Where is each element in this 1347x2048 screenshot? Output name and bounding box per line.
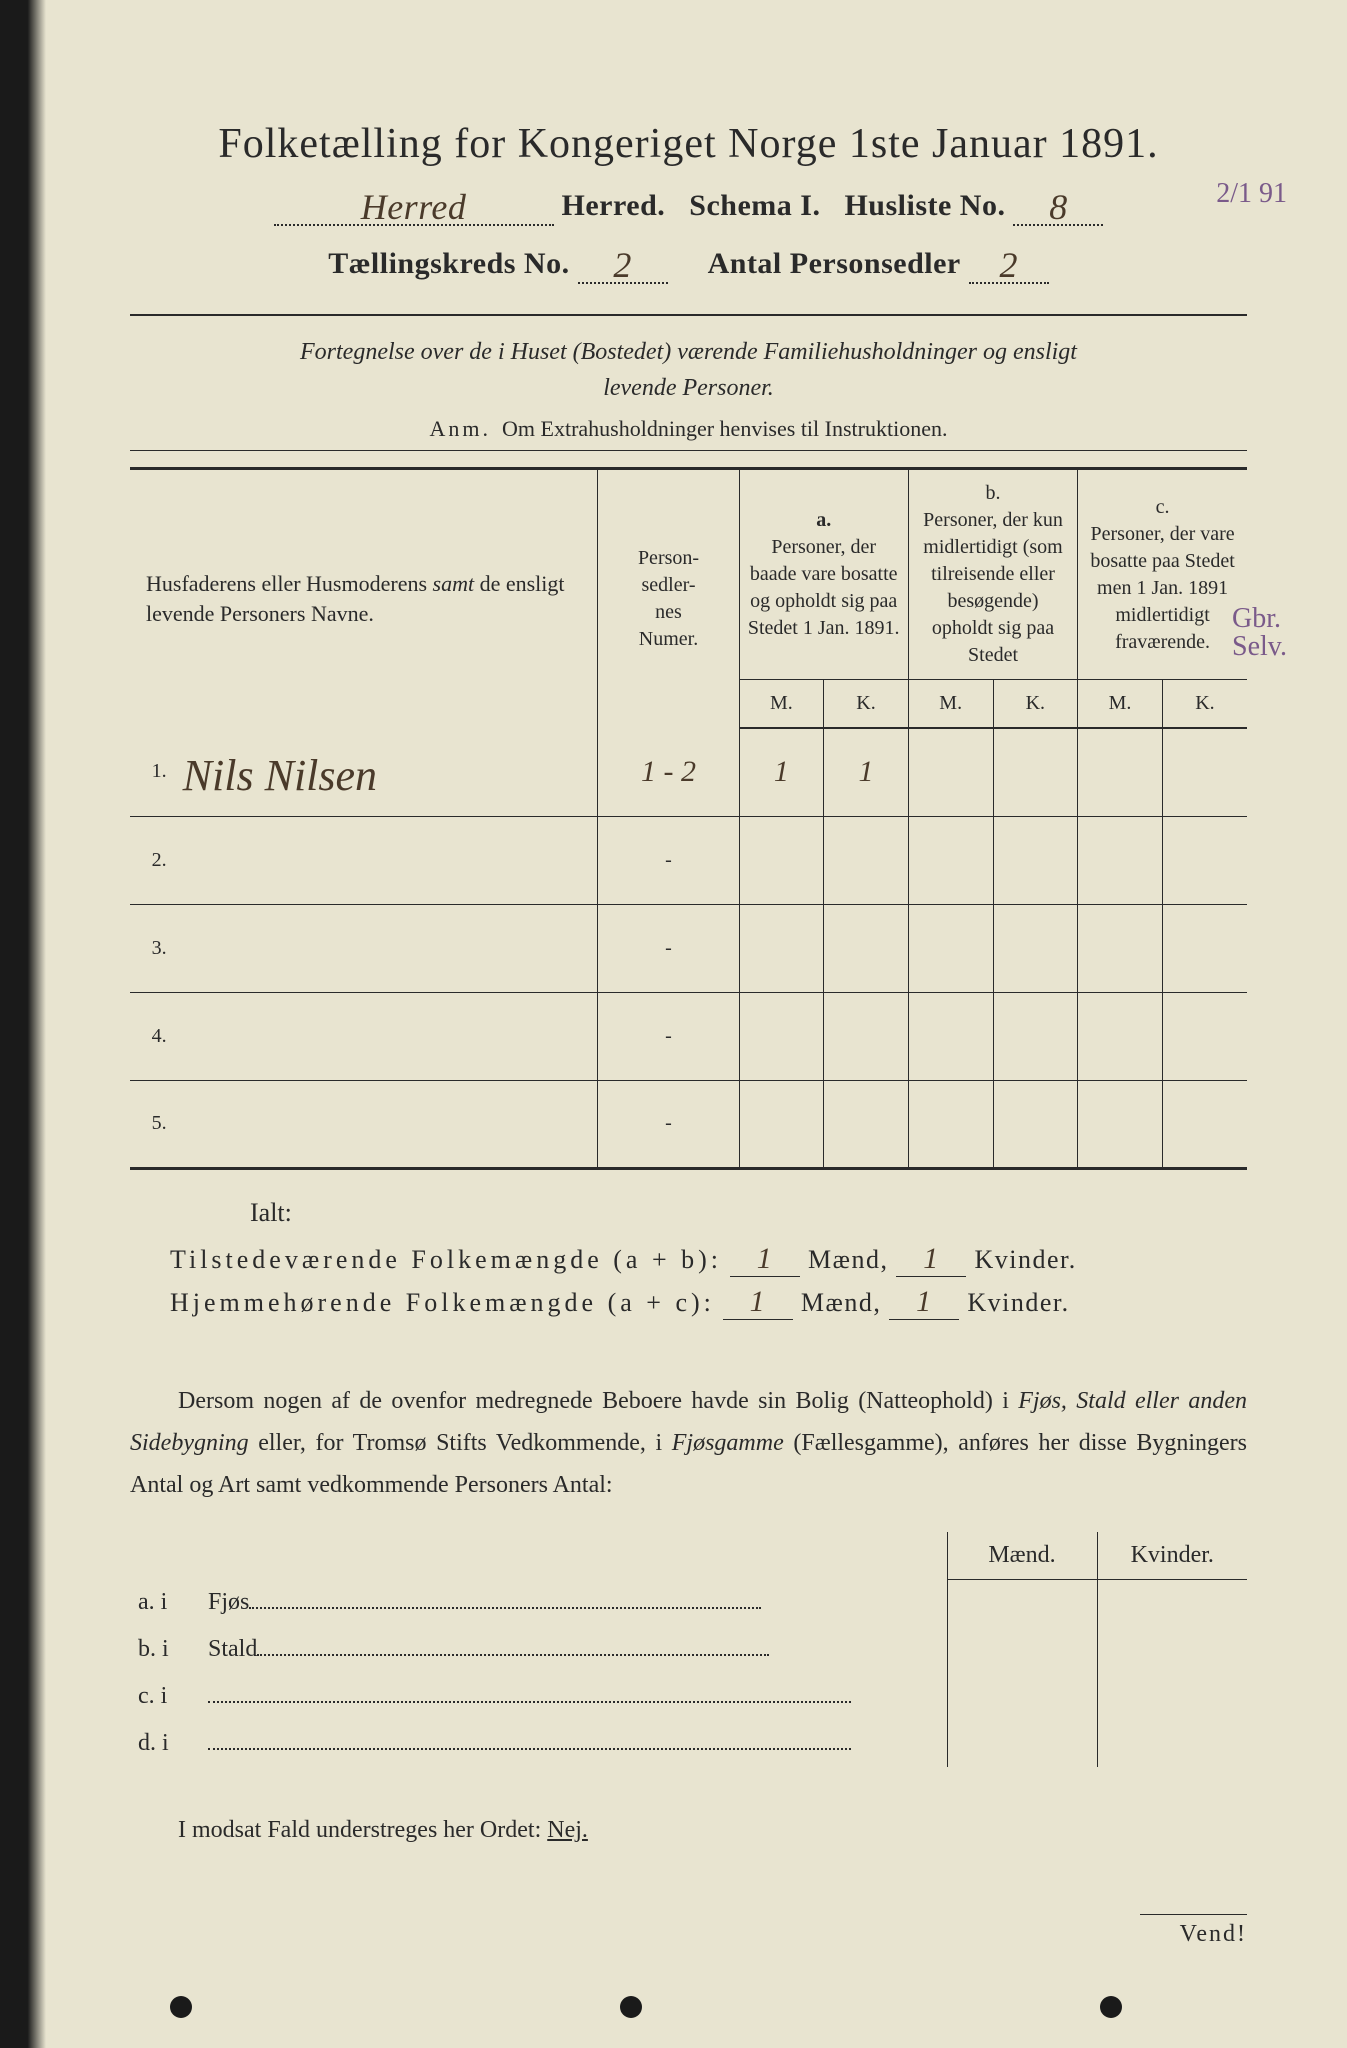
scan-edge [0, 0, 46, 2048]
hjemme-k: 1 [916, 1285, 933, 1318]
row-name: Nils Nilsen [183, 751, 377, 800]
row-ck [1162, 728, 1247, 816]
row-pnum: - [598, 1080, 739, 1168]
table-row: 5. - [130, 1080, 1247, 1168]
divider [130, 314, 1247, 316]
col-b-k: K. [993, 680, 1078, 729]
household-table: Husfaderens eller Husmoderens samt de en… [130, 467, 1247, 1170]
row-name [175, 1080, 598, 1168]
form-subheading: Fortegnelse over de i Huset (Bostedet) v… [130, 334, 1247, 406]
row-num: 3. [130, 904, 175, 992]
side-m-header: Mænd. [947, 1532, 1097, 1580]
col-a-m: M. [739, 680, 824, 729]
col-c-header: c.Personer, der vare bosatte paa Stedet … [1078, 469, 1247, 680]
nej-word: Nej. [547, 1817, 588, 1843]
subheading-line1: Fortegnelse over de i Huset (Bostedet) v… [300, 339, 1077, 365]
margin-gbr: Gbr. [1232, 603, 1281, 634]
herred-label: Herred. [562, 189, 666, 222]
maend-label: Mænd, [801, 1288, 881, 1317]
col-b-m: M. [908, 680, 993, 729]
form-title: Folketælling for Kongeriget Norge 1ste J… [130, 120, 1247, 168]
table-row: 3. - [130, 904, 1247, 992]
kvinder-label: Kvinder. [974, 1245, 1076, 1274]
anm-text: Om Extrahusholdninger henvises til Instr… [502, 416, 947, 441]
col-a-k: K. [824, 680, 909, 729]
sidebygning-table: Mænd. Kvinder. a. i Fjøs b. i Stald c. i… [130, 1532, 1247, 1768]
row-name [175, 992, 598, 1080]
row-am: 1 [774, 755, 789, 788]
hjemme-label: Hjemmehørende Folkemængde (a + c): [170, 1288, 715, 1317]
antal-label: Antal Personsedler [708, 247, 961, 280]
col-a-header: a.Personer, der baade vare bosatte og op… [739, 469, 908, 680]
col-name-header: Husfaderens eller Husmoderens samt de en… [130, 469, 598, 729]
tilstede-k: 1 [923, 1242, 940, 1275]
table-row: 1. Nils Nilsen 1 - 2 1 1 [130, 728, 1247, 816]
row-pnum: - [598, 992, 739, 1080]
row-num: 4. [130, 992, 175, 1080]
anm-lead: Anm. [430, 416, 492, 441]
row-pnum: - [598, 904, 739, 992]
subheading-line2: levende Personer. [603, 375, 774, 401]
side-row: a. i Fjøs [130, 1579, 1247, 1626]
side-row-txt: Stald [208, 1636, 257, 1662]
margin-gbr-annotation: Gbr. Selv. [1232, 605, 1287, 661]
row-ak: 1 [859, 755, 874, 788]
maend-label: Mænd, [808, 1245, 888, 1274]
schema-label: Schema I. [689, 189, 820, 222]
herred-value: Herred [361, 187, 467, 227]
row-name [175, 816, 598, 904]
totals-hjemme: Hjemmehørende Folkemængde (a + c): 1 Mæn… [170, 1285, 1247, 1320]
kvinder-label: Kvinder. [967, 1288, 1069, 1317]
side-row-lab: c. i [130, 1673, 200, 1720]
row-cm [1078, 728, 1163, 816]
anm-note: Anm. Om Extrahusholdninger henvises til … [130, 416, 1247, 442]
side-row-txt: Fjøs [208, 1589, 249, 1615]
side-row-lab: a. i [130, 1579, 200, 1626]
side-row: d. i [130, 1720, 1247, 1767]
row-num: 1. [130, 728, 175, 816]
punch-hole [170, 1996, 192, 2018]
ialt-label: Ialt: [250, 1198, 1247, 1228]
header-line-1: Herred Herred. Schema I. Husliste No. 8 [130, 182, 1247, 226]
margin-date-annotation: 2/1 91 [1216, 180, 1287, 208]
vend-label: Vend! [1140, 1914, 1247, 1948]
husliste-value: 8 [1049, 187, 1068, 227]
nej-text: I modsat Fald understreges her Ordet: [178, 1817, 541, 1843]
col-c-k: K. [1162, 680, 1247, 729]
side-row: c. i [130, 1673, 1247, 1720]
side-row: b. i Stald [130, 1626, 1247, 1673]
kreds-label: Tællingskreds No. [328, 247, 569, 280]
punch-hole [620, 1996, 642, 2018]
totals-tilstede: Tilstedeværende Folkemængde (a + b): 1 M… [170, 1242, 1247, 1277]
col-c-m: M. [1078, 680, 1163, 729]
side-k-header: Kvinder. [1097, 1532, 1247, 1580]
row-name [175, 904, 598, 992]
header-line-2: Tællingskreds No. 2 Antal Personsedler 2 [130, 240, 1247, 284]
row-bk [993, 728, 1078, 816]
side-row-lab: d. i [130, 1720, 200, 1767]
table-row: 2. - [130, 816, 1247, 904]
row-pnum: 1 - 2 [641, 755, 696, 788]
punch-hole [1100, 1996, 1122, 2018]
divider-thin [130, 450, 1247, 451]
tilstede-label: Tilstedeværende Folkemængde (a + b): [170, 1245, 722, 1274]
hjemme-m: 1 [750, 1285, 767, 1318]
row-pnum: - [598, 816, 739, 904]
census-form-page: 2/1 91 Folketælling for Kongeriget Norge… [0, 0, 1347, 2048]
row-num: 2. [130, 816, 175, 904]
sidebygning-paragraph: Dersom nogen af de ovenfor medregnede Be… [130, 1380, 1247, 1506]
col-pnum-header: Person-sedler-nesNumer. [598, 469, 739, 729]
table-row: 4. - [130, 992, 1247, 1080]
margin-selv: Selv. [1232, 631, 1287, 662]
tilstede-m: 1 [757, 1242, 774, 1275]
side-row-lab: b. i [130, 1626, 200, 1673]
kreds-value: 2 [613, 245, 632, 285]
nej-line: I modsat Fald understreges her Ordet: Ne… [130, 1817, 1247, 1844]
husliste-label: Husliste No. [844, 189, 1005, 222]
col-b-header: b.Personer, der kun midlertidigt (som ti… [908, 469, 1077, 680]
antal-value: 2 [999, 245, 1018, 285]
row-num: 5. [130, 1080, 175, 1168]
row-bm [908, 728, 993, 816]
